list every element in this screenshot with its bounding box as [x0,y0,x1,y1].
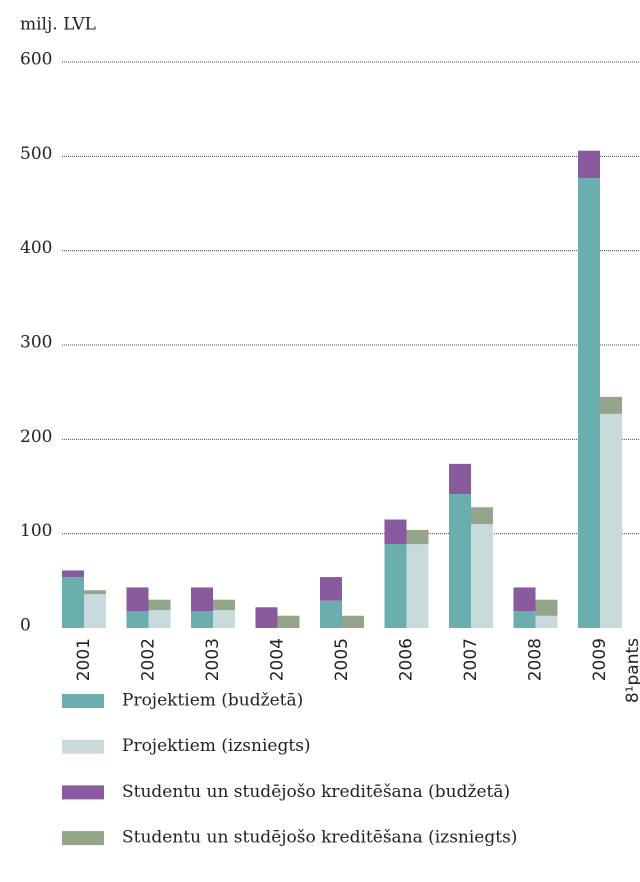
bar-segment [255,607,278,628]
x-tick-label: 2004 [268,638,288,681]
legend-label: Studentu un studējošo kreditēšana (budže… [122,782,510,802]
bar-segment [213,599,235,611]
bar-segment [62,570,84,578]
x-tick-label: 8¹pants [623,638,640,703]
bar-segment [84,594,106,628]
y-axis-label: milj. LVL [20,15,96,35]
bar-segment [277,615,300,628]
bar-segment [600,413,622,628]
bar-segment [600,396,622,414]
bar-segment [449,494,471,628]
bar-segment [513,611,536,628]
bar-segment [213,610,235,628]
legend-swatch [62,739,104,754]
legend-label: Projektiem (budžetā) [122,691,303,711]
bar-segment [62,577,84,628]
bar-segment [384,519,407,545]
bar-segment [191,587,213,612]
bar-segment [513,587,536,612]
bar-segment [535,615,558,628]
bar-segment [126,587,149,612]
bar-segment [342,615,364,628]
y-tick-label: 400 [20,238,52,258]
x-tick-label: 2008 [526,638,546,681]
y-tick-label: 200 [20,427,52,447]
y-tick-label: 600 [20,50,52,70]
bar-segment [148,599,171,611]
y-tick-label: 0 [20,616,31,636]
bar-segment [191,611,213,628]
x-tick-label: 2005 [332,638,352,681]
x-tick-label: 2006 [397,638,417,681]
bar-segment [148,610,171,628]
bar-segment [320,577,342,601]
legend-label: Projektiem (izsniegts) [122,736,311,756]
bar-segment [449,463,471,495]
bar-segment [471,524,493,628]
legend-label: Studentu un studējošo kreditēšana (izsni… [122,828,517,848]
bar-segment [578,178,600,628]
y-tick-label: 300 [20,333,52,353]
bar-segment [126,611,149,628]
legend-swatch [62,694,104,708]
legend-swatch [62,785,104,800]
bar-segment [406,529,429,545]
x-tick-label: 2001 [74,638,94,681]
bar-segment [384,544,407,628]
bar-segment [471,507,493,525]
x-tick-label: 2009 [590,638,610,681]
y-tick-label: 500 [20,144,52,164]
x-tick-label: 2003 [203,638,223,681]
x-tick-label: 2007 [461,638,481,681]
x-tick-label: 2002 [139,638,159,681]
bar-segment [406,544,429,628]
bar-segment [578,150,600,179]
bar-segment [84,590,106,595]
legend-swatch [62,831,104,846]
y-tick-label: 100 [20,521,52,541]
bar-segment [535,599,558,616]
bar-segment [320,600,342,628]
